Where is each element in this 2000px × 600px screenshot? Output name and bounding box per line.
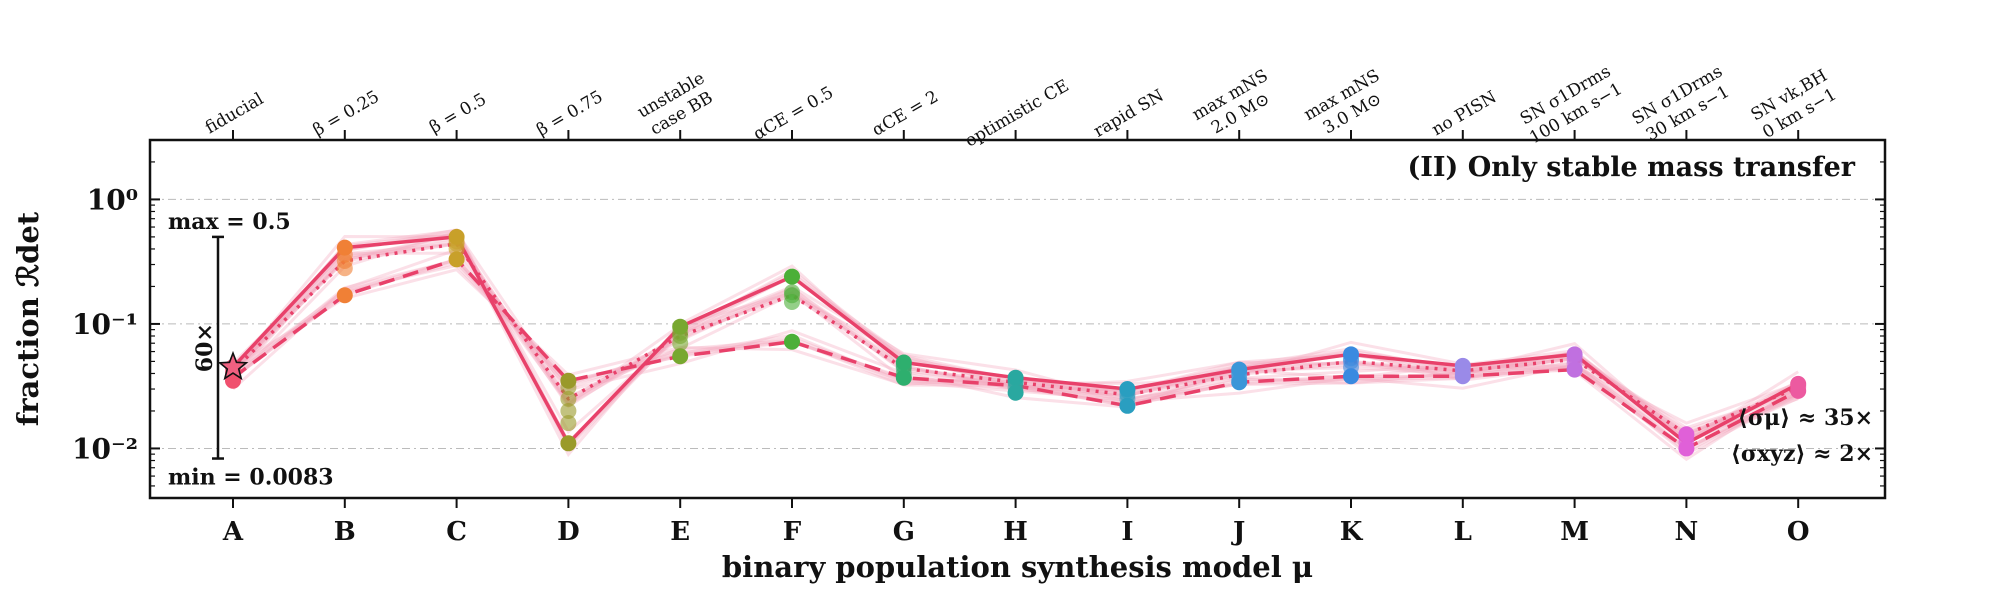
top-label-C: β = 0.5 bbox=[426, 90, 490, 138]
x-tick-label-F: F bbox=[783, 517, 802, 547]
top-label-line: β = 0.5 bbox=[426, 90, 490, 138]
y-tick-label-0: 10⁰ bbox=[87, 183, 138, 216]
point-F-3 bbox=[784, 294, 800, 311]
x-tick-label-A: A bbox=[222, 517, 244, 547]
point-O-3 bbox=[1790, 382, 1807, 399]
faint-lines-layer bbox=[231, 228, 1800, 462]
top-label-line: αCE = 2 bbox=[869, 87, 942, 141]
point-D-5 bbox=[560, 435, 577, 452]
grid-layer bbox=[150, 198, 1885, 449]
top-label-L: no PISN bbox=[1428, 87, 1500, 140]
x-tick-label-D: D bbox=[557, 517, 580, 547]
top-label-F: αCE = 0.5 bbox=[750, 83, 837, 145]
top-label-G: αCE = 2 bbox=[869, 87, 942, 141]
x-tick-label-O: O bbox=[1787, 517, 1810, 547]
x-tick-label-C: C bbox=[446, 517, 467, 547]
points-layer bbox=[217, 228, 1807, 457]
point-N-3 bbox=[1678, 440, 1695, 457]
x-tick-label-J: J bbox=[1231, 517, 1245, 547]
range-max-label: max = 0.5 bbox=[168, 209, 291, 235]
top-label-line: β = 0.75 bbox=[533, 87, 606, 141]
point-I-4 bbox=[1119, 397, 1136, 414]
annotation-layer: (II) Only stable mass transfer max = 0.5 m… bbox=[168, 152, 1873, 491]
axes-layer bbox=[148, 130, 1887, 508]
point-J-4 bbox=[1231, 374, 1248, 391]
point-M-4 bbox=[1566, 361, 1583, 378]
point-D-3 bbox=[560, 402, 577, 419]
top-label-line: αCE = 0.5 bbox=[750, 83, 837, 145]
top-label-I: rapid SN bbox=[1090, 86, 1167, 142]
x-tick-label-L: L bbox=[1454, 517, 1472, 547]
top-label-B: β = 0.25 bbox=[310, 87, 383, 141]
spread-annotation-0: ⟨σμ⟩ ≈ 35× bbox=[1738, 405, 1873, 431]
x-tick-label-M: M bbox=[1560, 517, 1589, 547]
point-F-4 bbox=[784, 333, 800, 350]
point-B-4 bbox=[336, 287, 353, 304]
x-tick-label-N: N bbox=[1675, 517, 1699, 547]
range-factor-label: 60× bbox=[192, 323, 218, 372]
x-tick-label-B: B bbox=[334, 517, 356, 547]
point-L-4 bbox=[1454, 368, 1471, 385]
point-F-0 bbox=[784, 268, 800, 285]
fiducial-star-icon bbox=[217, 350, 249, 381]
point-E-4 bbox=[672, 348, 689, 365]
y-tick-label-1: 10⁻¹ bbox=[72, 308, 138, 341]
panel-title: (II) Only stable mass transfer bbox=[1408, 152, 1856, 183]
point-D-4 bbox=[560, 415, 577, 432]
x-tick-label-H: H bbox=[1003, 517, 1028, 547]
y-axis-title: fraction ℛdet bbox=[11, 211, 45, 426]
top-label-line: β = 0.25 bbox=[310, 87, 383, 141]
x-axis-title: binary population synthesis model μ bbox=[722, 550, 1313, 584]
point-D-1 bbox=[560, 379, 577, 396]
y-tick-label-2: 10⁻² bbox=[72, 432, 138, 465]
point-C-4 bbox=[448, 251, 465, 268]
top-label-line: no PISN bbox=[1428, 87, 1500, 140]
point-A-4 bbox=[225, 372, 241, 389]
top-label-D: β = 0.75 bbox=[533, 87, 606, 141]
top-label-line: rapid SN bbox=[1090, 86, 1167, 142]
x-tick-label-I: I bbox=[1121, 517, 1133, 547]
x-tick-label-E: E bbox=[670, 517, 690, 547]
top-label-line: fiducial bbox=[202, 89, 267, 138]
point-G-4 bbox=[895, 369, 912, 386]
range-min-label: min = 0.0083 bbox=[168, 465, 334, 491]
x-tick-label-G: G bbox=[893, 517, 915, 547]
top-label-O: SN vk,BH0 km s−1 bbox=[1748, 66, 1841, 143]
point-B-3 bbox=[336, 260, 353, 277]
spread-annotation-1: ⟨σxyz⟩ ≈ 2× bbox=[1731, 441, 1873, 467]
plot-frame bbox=[148, 138, 1887, 500]
point-E-3 bbox=[672, 335, 689, 352]
x-tick-label-K: K bbox=[1340, 517, 1364, 547]
point-K-4 bbox=[1343, 368, 1359, 385]
point-D-2 bbox=[560, 390, 577, 407]
top-label-A: fiducial bbox=[202, 89, 267, 138]
point-H-4 bbox=[1007, 384, 1024, 401]
